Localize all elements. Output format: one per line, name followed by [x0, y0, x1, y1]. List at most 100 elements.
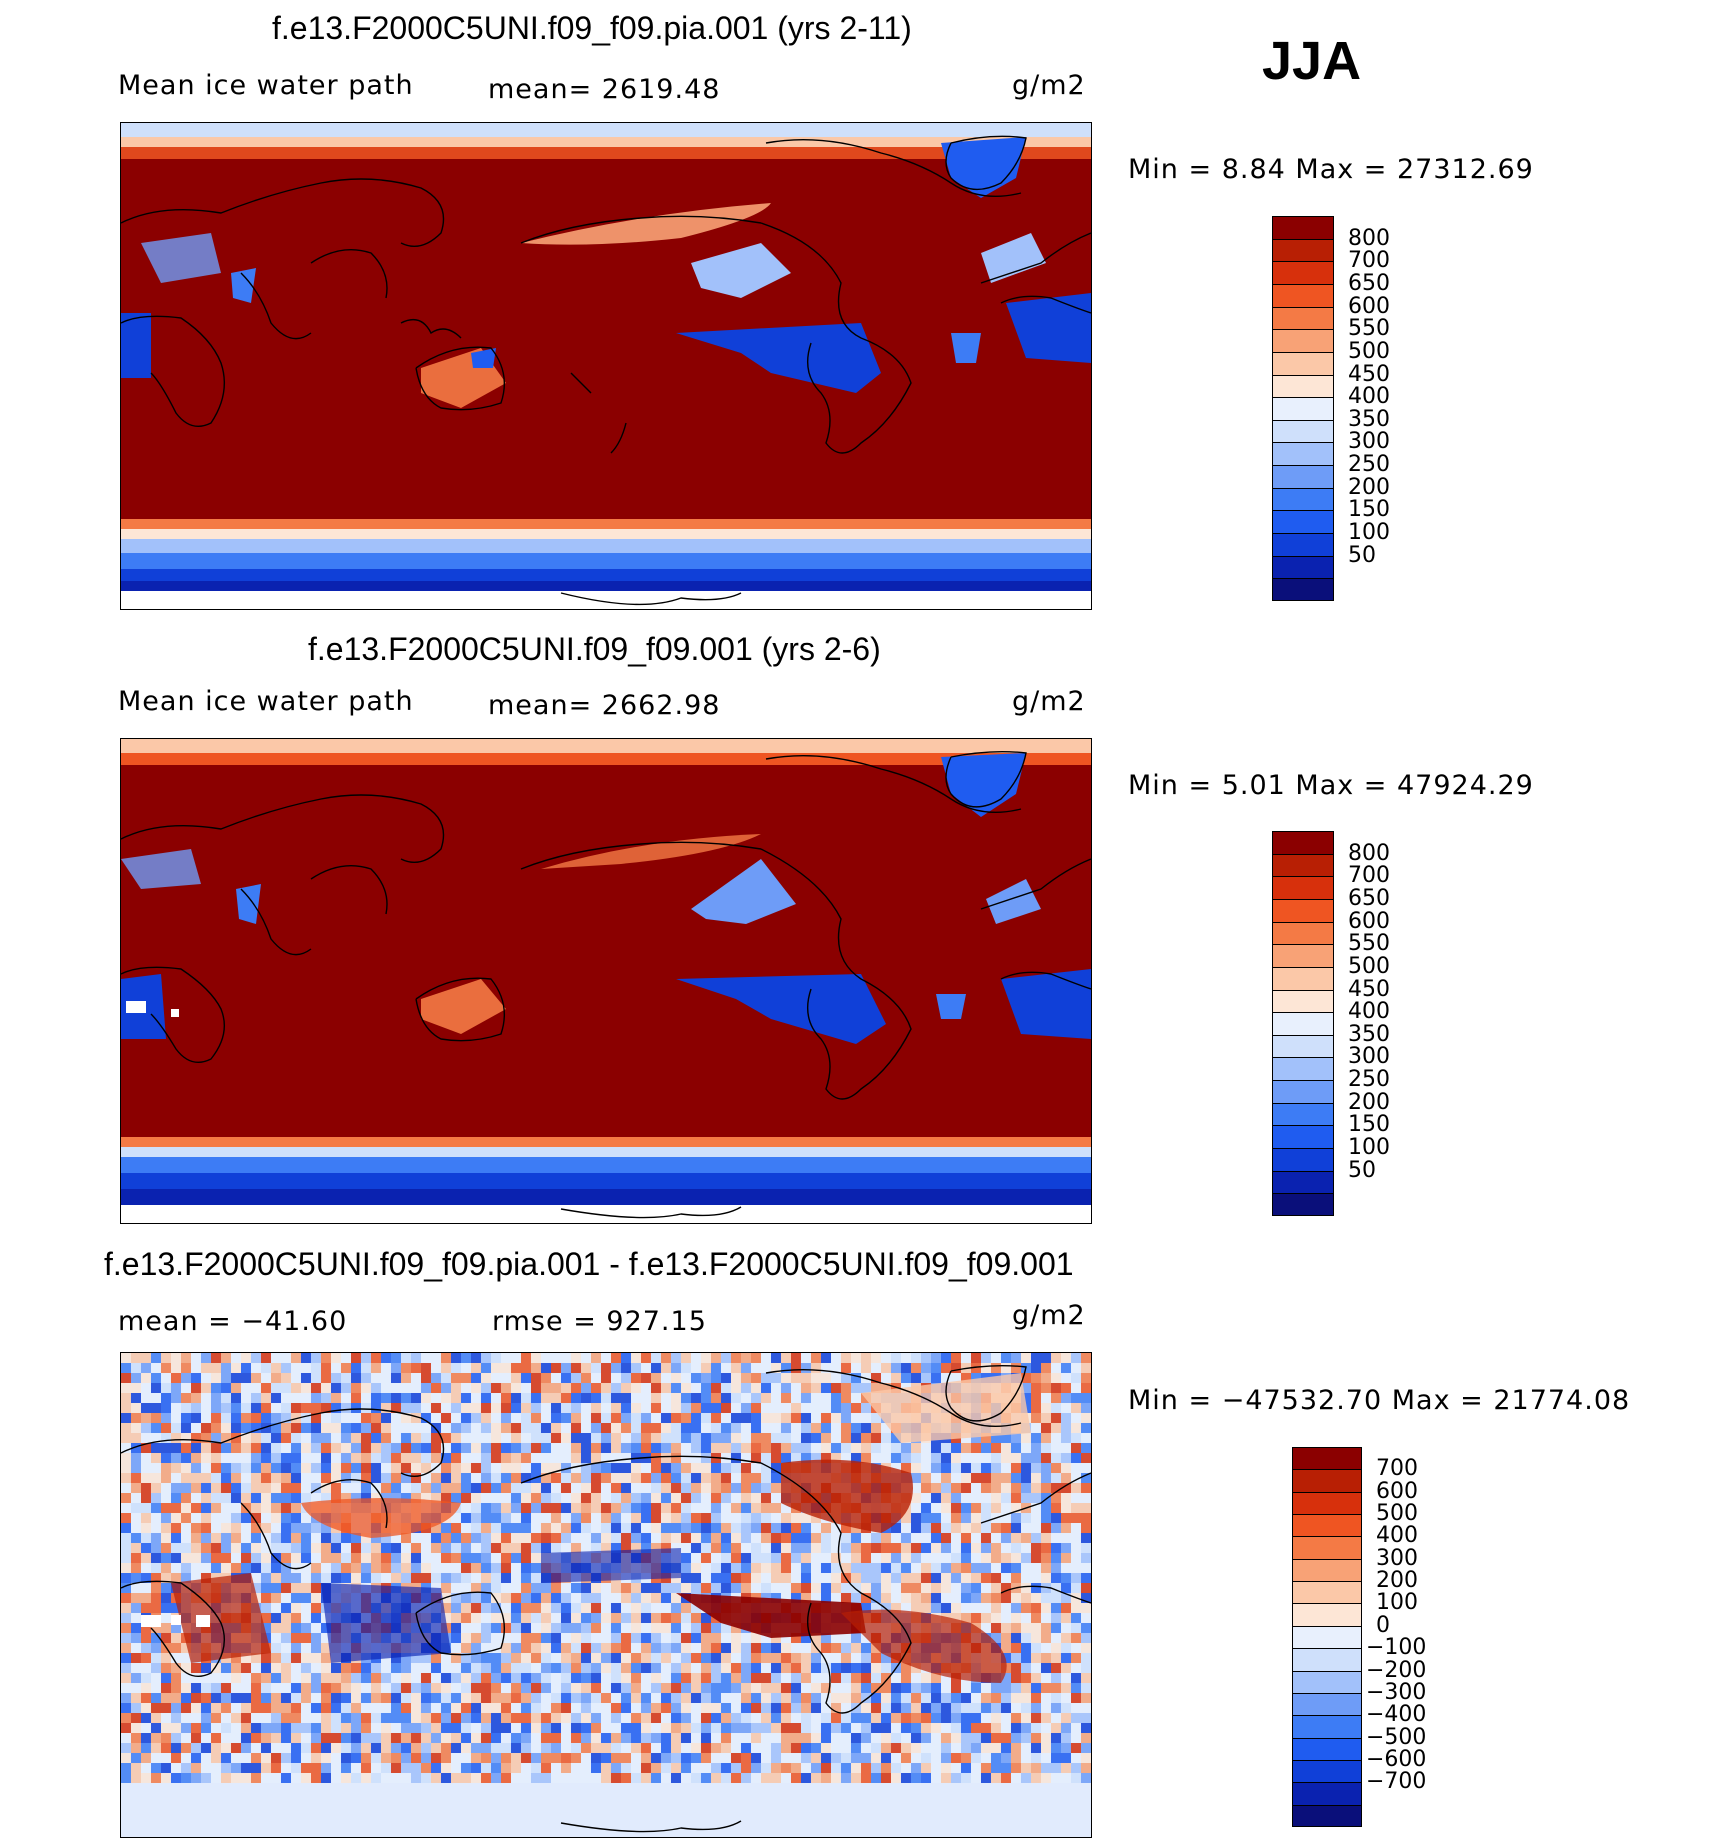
colorbar-swatch: [1273, 511, 1333, 535]
colorbar-level-label: 250: [1348, 1067, 1390, 1093]
colorbar-swatch: [1273, 967, 1333, 991]
colorbar-level-label: −300: [1366, 1679, 1427, 1705]
colorbar-swatch: [1273, 1126, 1333, 1150]
panel3-map-graphic: [121, 1353, 1091, 1837]
panel1-mean-label: mean= 2619.48: [488, 74, 721, 105]
colorbar-level-label: 50: [1348, 1157, 1376, 1183]
colorbar-level-label: 150: [1348, 1112, 1390, 1138]
colorbar-swatch: [1293, 1671, 1361, 1694]
colorbar-level-label: −700: [1366, 1769, 1427, 1795]
colorbar-swatch: [1293, 1738, 1361, 1761]
panel2-colorbar-swatches: [1272, 831, 1334, 1216]
colorbar-level-label: 550: [1348, 316, 1390, 342]
colorbar-swatch: [1273, 488, 1333, 512]
colorbar-swatch: [1273, 579, 1333, 600]
colorbar-swatch: [1273, 1013, 1333, 1036]
colorbar-level-label: 300: [1348, 1044, 1390, 1070]
panel1-se-pacific-patch: [676, 323, 881, 393]
colorbar-level-label: 450: [1348, 976, 1390, 1002]
colorbar-swatch: [1273, 398, 1333, 421]
panel3-colorbar-swatches: [1292, 1447, 1362, 1827]
colorbar-level-label: 350: [1348, 1021, 1390, 1047]
colorbar-swatch: [1273, 990, 1333, 1014]
panel1-colorbar-swatches: [1272, 216, 1334, 601]
panel3-coastlines: [121, 1364, 1091, 1833]
colorbar-level-label: 50: [1348, 542, 1376, 568]
colorbar-swatch: [1293, 1492, 1361, 1516]
colorbar-level-label: 500: [1348, 953, 1390, 979]
colorbar-swatch: [1293, 1760, 1361, 1784]
colorbar-level-label: 650: [1348, 270, 1390, 296]
colorbar-swatch: [1273, 854, 1333, 878]
colorbar-level-label: 600: [1348, 293, 1390, 319]
colorbar-swatch: [1293, 1537, 1361, 1560]
colorbar-level-label: 700: [1348, 248, 1390, 274]
panel2-ne-pacific-patch: [691, 859, 796, 924]
colorbar-level-label: 400: [1348, 384, 1390, 410]
colorbar-level-label: −600: [1366, 1746, 1427, 1772]
colorbar-swatch: [1293, 1515, 1361, 1538]
panel1-ne-pacific-patch: [691, 243, 791, 298]
panel3-minmax-label: Min = −47532.70 Max = 21774.08: [1128, 1385, 1631, 1416]
colorbar-swatch: [1273, 330, 1333, 353]
colorbar-swatch: [1273, 420, 1333, 444]
colorbar-level-label: 800: [1348, 840, 1390, 866]
colorbar-swatch: [1273, 922, 1333, 946]
colorbar-level-label: 450: [1348, 361, 1390, 387]
colorbar-level-label: 100: [1348, 1135, 1390, 1161]
panel3-rmse-label: rmse = 927.15: [492, 1306, 707, 1337]
colorbar-swatch: [1293, 1783, 1361, 1806]
colorbar-level-label: −100: [1366, 1635, 1427, 1661]
colorbar-level-label: 600: [1376, 1478, 1418, 1504]
colorbar-swatch: [1273, 307, 1333, 331]
colorbar-level-label: −400: [1366, 1702, 1427, 1728]
colorbar-swatch: [1293, 1716, 1361, 1739]
colorbar-swatch: [1273, 877, 1333, 900]
colorbar-swatch: [1293, 1448, 1361, 1471]
panel3-title: f.e13.F2000C5UNI.f09_f09.pia.001 - f.e13…: [104, 1246, 1074, 1282]
colorbar-level-label: 200: [1348, 474, 1390, 500]
colorbar-swatch: [1273, 534, 1333, 557]
colorbar-swatch: [1273, 1035, 1333, 1059]
panel2-map-graphic: [121, 739, 1091, 1223]
colorbar-swatch: [1273, 1103, 1333, 1127]
panel1-units-label: g/m2: [1012, 70, 1086, 101]
colorbar-level-label: −200: [1366, 1657, 1427, 1683]
colorbar-level-label: 100: [1348, 520, 1390, 546]
panel1-south-atlantic-patch: [1006, 293, 1091, 363]
colorbar-level-label: 100: [1376, 1590, 1418, 1616]
panel2-coastlines: [121, 750, 1091, 1219]
panel1-variable-label: Mean ice water path: [118, 70, 414, 101]
colorbar-swatch: [1273, 556, 1333, 580]
colorbar-swatch: [1273, 899, 1333, 923]
panel1-greenland-patch: [941, 137, 1026, 198]
panel3-units-label: g/m2: [1012, 1300, 1086, 1331]
panel1-colorbar: 800 700 650 600 550 500 450 400 350 300 250 200 150 1…: [1272, 216, 1472, 601]
panel3-mean-label: mean = −41.60: [118, 1306, 348, 1337]
colorbar-swatch: [1293, 1649, 1361, 1672]
colorbar-swatch: [1273, 262, 1333, 285]
panel1-coastlines: [121, 135, 1091, 606]
colorbar-swatch: [1273, 375, 1333, 399]
colorbar-swatch: [1293, 1470, 1361, 1493]
colorbar-level-label: 300: [1348, 429, 1390, 455]
panel2-greenland-patch: [941, 753, 1026, 817]
colorbar-level-label: 0: [1376, 1612, 1390, 1638]
colorbar-swatch: [1273, 1149, 1333, 1172]
colorbar-level-label: 800: [1348, 225, 1390, 251]
colorbar-swatch: [1293, 1805, 1361, 1826]
colorbar-level-label: 150: [1348, 497, 1390, 523]
colorbar-level-label: 500: [1376, 1501, 1418, 1527]
colorbar-level-label: 650: [1348, 885, 1390, 911]
colorbar-swatch: [1293, 1626, 1361, 1650]
panel1-map-graphic: [121, 123, 1091, 609]
panel2-se-pacific-patch: [676, 974, 886, 1044]
colorbar-level-label: 300: [1376, 1545, 1418, 1571]
season-label: JJA: [1262, 31, 1362, 91]
panel1-arctic-transition: [121, 137, 1091, 147]
panel1-antarctic-mask: [121, 589, 1091, 609]
panel3-colorbar: 700 600 500 400 300 200 100 0 −100 −200 −300 −400 −5…: [1292, 1447, 1492, 1827]
colorbar-level-label: 550: [1348, 931, 1390, 957]
colorbar-swatch: [1273, 1058, 1333, 1082]
panel1-arctic-band: [121, 123, 1091, 137]
